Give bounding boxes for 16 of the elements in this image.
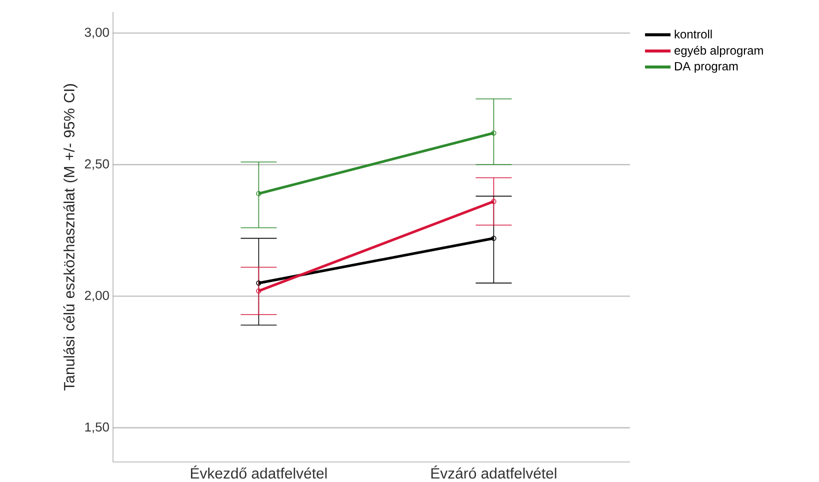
y-tick-label: 1,50 bbox=[85, 422, 109, 434]
point bbox=[491, 198, 496, 204]
x-tick-label: Évkezdő adatfelvétel bbox=[190, 466, 327, 479]
legend-label: kontroll bbox=[674, 30, 712, 38]
y-tick-label: 3,00 bbox=[84, 28, 109, 38]
point bbox=[256, 288, 262, 294]
y-tick-label: 2,50 bbox=[84, 159, 109, 170]
y-tick-label: 2,00 bbox=[84, 290, 109, 302]
point bbox=[491, 130, 496, 136]
legend-label: egyéb alprogram bbox=[674, 46, 763, 58]
legend-label: DA program bbox=[675, 62, 738, 73]
x-tick-label: Évzáró adatfelvétel bbox=[431, 466, 556, 479]
point bbox=[256, 191, 262, 196]
y-axis-title: Tanulási célú eszközhasználat (M +/- 95% CI) bbox=[63, 84, 78, 391]
point bbox=[256, 280, 262, 286]
point bbox=[491, 236, 496, 241]
